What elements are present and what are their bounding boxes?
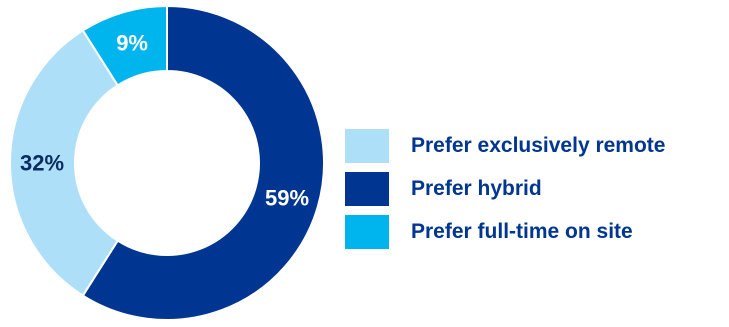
donut-slices [9, 4, 325, 321]
slice-value-label: 9% [116, 31, 148, 56]
legend-item-exclusively-remote: Prefer exclusively remote [345, 128, 665, 163]
slice-value-label: 32% [20, 151, 64, 176]
slice-prefer-full-time-on-site [81, 4, 168, 87]
legend-swatch-full-time-on-site [345, 214, 389, 249]
legend-item-full-time-on-site: Prefer full-time on site [345, 214, 665, 249]
chart-legend: Prefer exclusively remote Prefer hybrid … [345, 128, 665, 257]
legend-swatch-hybrid [345, 171, 389, 206]
legend-label-full-time-on-site: Prefer full-time on site [411, 219, 633, 243]
legend-swatch-exclusively-remote [345, 128, 389, 163]
slice-prefer-exclusively-remote [9, 29, 120, 297]
slice-prefer-hybrid [81, 4, 325, 321]
slice-value-label: 59% [265, 185, 309, 210]
slice-labels: 59% 32% 9% [20, 31, 309, 211]
legend-label-exclusively-remote: Prefer exclusively remote [411, 133, 666, 157]
legend-label-hybrid: Prefer hybrid [411, 176, 542, 200]
legend-item-hybrid: Prefer hybrid [345, 171, 665, 206]
